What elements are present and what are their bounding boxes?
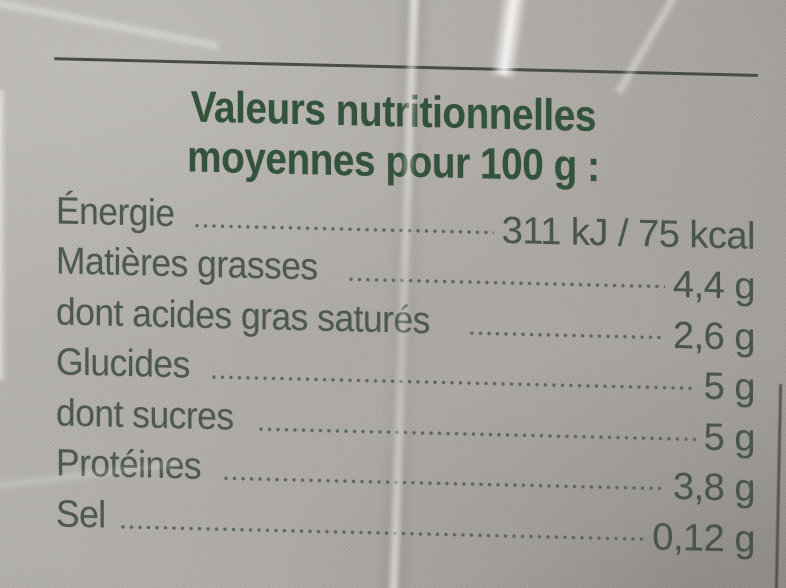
paper-grain-texture	[0, 0, 786, 588]
nutrition-label-photo: Valeurs nutritionnelles moyennes pour 10…	[0, 0, 786, 588]
